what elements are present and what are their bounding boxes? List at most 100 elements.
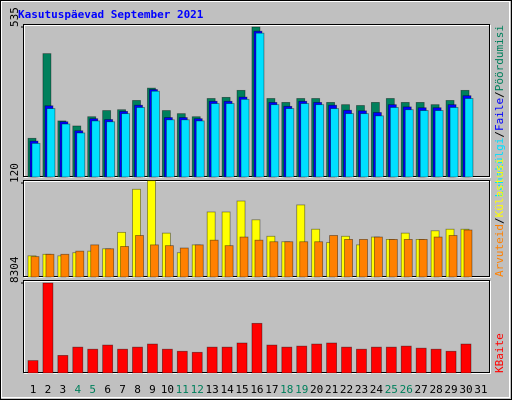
legend: Lehekülgi/Faile/Pöördumisi xyxy=(493,25,506,197)
panel xyxy=(24,25,491,178)
x-tick-label: 20 xyxy=(310,383,323,396)
bar xyxy=(221,346,233,374)
bar xyxy=(448,235,458,278)
bar xyxy=(311,343,323,374)
bar xyxy=(90,244,100,278)
x-tick-label: 15 xyxy=(235,383,248,396)
bar xyxy=(224,245,234,278)
bar xyxy=(296,345,308,374)
x-tick-label: 18 xyxy=(280,383,293,396)
bar xyxy=(270,104,280,178)
bar xyxy=(239,236,249,278)
legend-separator: / xyxy=(493,217,506,224)
bar xyxy=(45,253,55,278)
bar xyxy=(404,109,414,178)
x-tick-label: 6 xyxy=(104,383,111,396)
bar xyxy=(164,245,174,278)
bar xyxy=(87,348,99,374)
bar xyxy=(374,115,384,178)
x-tick-label: 1 xyxy=(30,383,37,396)
bar xyxy=(27,360,39,374)
bar xyxy=(403,238,413,278)
bar xyxy=(206,346,218,374)
bar xyxy=(209,239,219,278)
bar xyxy=(240,98,250,178)
bar xyxy=(445,350,457,374)
bar xyxy=(195,120,205,178)
panel xyxy=(24,181,491,278)
bar xyxy=(135,235,144,278)
x-tick-label: 12 xyxy=(191,383,204,396)
x-tick-label: 4 xyxy=(74,383,81,396)
x-tick-label: 3 xyxy=(60,383,67,396)
y-tick-label: 535 xyxy=(8,7,21,27)
bar xyxy=(449,107,459,178)
bar xyxy=(46,108,56,178)
bar xyxy=(330,108,340,178)
legend-separator: / xyxy=(493,131,506,138)
legend-entry: KBaite xyxy=(493,333,506,373)
bar xyxy=(210,103,220,178)
bar xyxy=(191,351,203,374)
x-tick-label: 2 xyxy=(45,383,52,396)
x-tick-label: 8 xyxy=(134,383,141,396)
bar xyxy=(105,248,115,278)
bar xyxy=(345,113,354,178)
legend-separator: / xyxy=(493,91,506,98)
panel xyxy=(24,281,491,374)
bar xyxy=(165,119,175,178)
bar xyxy=(433,236,443,278)
bar xyxy=(120,246,129,278)
bar xyxy=(91,120,101,178)
x-tick-label: 23 xyxy=(355,383,368,396)
bar xyxy=(284,241,294,278)
bar xyxy=(30,256,40,278)
bar xyxy=(300,103,310,178)
bar xyxy=(106,121,116,178)
x-tick-label: 10 xyxy=(161,383,174,396)
x-tick-label: 19 xyxy=(295,383,308,396)
bar xyxy=(151,90,160,178)
bar xyxy=(418,238,428,278)
bar xyxy=(76,132,86,178)
x-tick-label: 7 xyxy=(119,383,126,396)
x-tick-label: 27 xyxy=(415,383,428,396)
x-tick-label: 11 xyxy=(176,383,189,396)
bar xyxy=(341,346,352,374)
bar xyxy=(266,344,278,374)
x-tick-label: 24 xyxy=(370,383,384,396)
legend-entry: Külastusi xyxy=(493,158,506,218)
legend-entry: Faile xyxy=(493,98,506,131)
legend-entry: Arvuteid xyxy=(493,224,506,277)
bar xyxy=(400,345,412,374)
bar xyxy=(315,104,325,178)
bar xyxy=(463,229,473,278)
bar xyxy=(161,348,173,374)
bar xyxy=(176,350,188,374)
bar xyxy=(419,110,429,178)
bar xyxy=(117,348,128,374)
bar xyxy=(360,113,369,178)
bar xyxy=(285,108,295,178)
bar xyxy=(373,236,383,278)
bar xyxy=(179,247,189,278)
x-tick-label: 22 xyxy=(340,383,353,396)
bar xyxy=(326,342,338,374)
x-tick-label: 13 xyxy=(206,383,219,396)
legend-entry: Lehekülgi xyxy=(493,138,506,198)
bar xyxy=(344,238,353,278)
bar xyxy=(370,346,382,374)
x-tick-label: 5 xyxy=(89,383,96,396)
bar xyxy=(254,239,264,278)
bar xyxy=(75,250,85,278)
x-tick-label: 29 xyxy=(444,383,457,396)
bar xyxy=(236,342,248,374)
bar xyxy=(61,123,71,178)
bar xyxy=(102,344,114,374)
legend: Arvuteid/Külastusi xyxy=(493,158,506,277)
bar xyxy=(356,348,367,374)
chart-title: Kasutuspäevad September 2021 xyxy=(18,8,204,21)
